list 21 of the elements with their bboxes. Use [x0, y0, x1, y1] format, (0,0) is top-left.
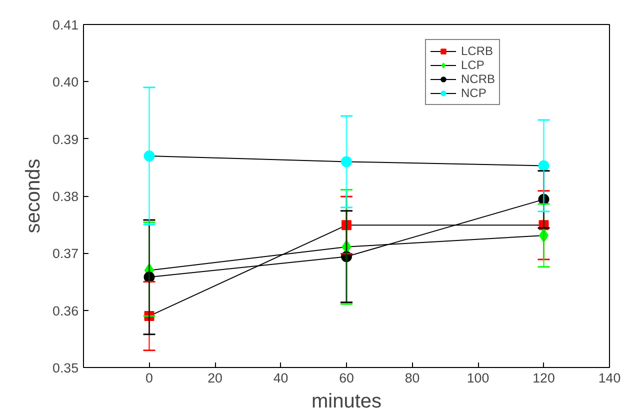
y-tick-label: 0.36 [52, 303, 79, 318]
y-tick-label: 0.38 [52, 189, 79, 204]
legend-label: LCRB [461, 44, 494, 58]
x-axis-title: minutes [311, 390, 382, 412]
legend-label: NCRB [461, 72, 496, 86]
x-tick-label: 0 [146, 370, 153, 386]
x-tick-label: 140 [598, 370, 621, 386]
legend-label: NCP [461, 86, 486, 100]
legend-label: LCP [461, 58, 484, 72]
y-tick-label: 0.39 [52, 132, 79, 147]
y-tick-label: 0.41 [52, 18, 79, 32]
x-tick-label: 80 [404, 370, 420, 386]
y-tick-label: 0.35 [52, 360, 79, 376]
x-tick-label: 20 [208, 370, 222, 386]
x-tick-label: 100 [466, 370, 490, 386]
x-tick-label: 120 [532, 370, 555, 386]
x-tick-label: 40 [273, 370, 288, 386]
y-tick-label: 0.37 [52, 246, 79, 262]
y-tick-label: 0.40 [52, 74, 79, 90]
y-axis-title: seconds [22, 158, 45, 234]
x-tick-label: 60 [339, 370, 354, 386]
